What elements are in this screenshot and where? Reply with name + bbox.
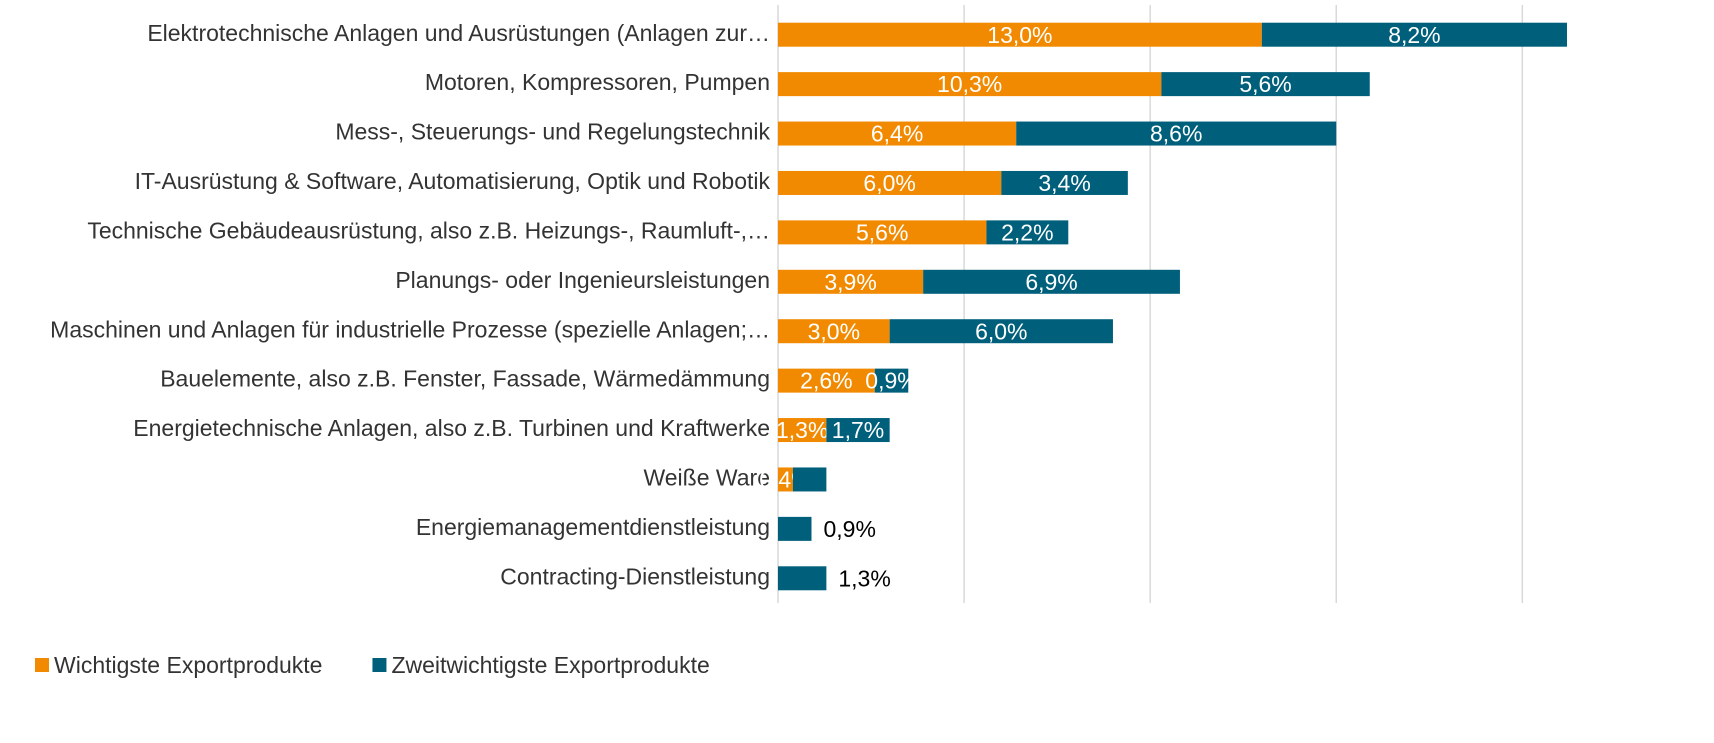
bar-segment — [778, 368, 875, 393]
data-label: 5,6% — [1239, 71, 1291, 97]
data-label: 3,0% — [808, 318, 860, 344]
bar-segment — [778, 319, 890, 344]
data-label: 6,0% — [863, 170, 915, 196]
bar-segment — [874, 368, 909, 393]
data-label: 2,6% — [800, 368, 852, 394]
bar-segment — [1161, 72, 1370, 97]
category-label: Technische Gebäudeausrüstung, also z.B. … — [87, 217, 770, 243]
data-label: 3,9% — [824, 269, 876, 295]
bar-segment — [778, 467, 793, 492]
bar-segment — [1001, 170, 1128, 195]
bar-segment — [1261, 22, 1567, 47]
category-label: Elektrotechnische Anlagen und Ausrüstung… — [147, 20, 770, 46]
bar-segment — [778, 418, 827, 443]
bar-segment — [1016, 121, 1337, 146]
data-label: 3,4% — [1038, 170, 1090, 196]
bar-segment — [889, 319, 1113, 344]
bar-segment — [778, 566, 827, 591]
data-label: 2,2% — [1001, 219, 1053, 245]
data-label: 13,0% — [987, 22, 1052, 48]
data-label: 0,9% — [865, 368, 917, 394]
category-label: Planungs- oder Ingenieursleistungen — [395, 267, 770, 293]
bar-segment — [778, 170, 1002, 195]
category-label: Contracting-Dienstleistung — [500, 563, 770, 589]
bar-segment — [778, 121, 1017, 146]
category-label: Maschinen und Anlagen für industrielle P… — [50, 316, 770, 342]
data-label: 6,9% — [1025, 269, 1077, 295]
bar-segment — [778, 516, 812, 541]
bar-segment — [778, 220, 987, 245]
data-label: 6,4% — [871, 121, 923, 147]
legend-label: Wichtigste Exportprodukte — [54, 652, 322, 678]
bar-segment — [792, 467, 827, 492]
data-label: 1,3% — [838, 565, 890, 591]
data-label: 6,0% — [975, 318, 1027, 344]
category-label: Energietechnische Anlagen, also z.B. Tur… — [133, 415, 770, 441]
category-label: Energiemanagementdienstleistung — [416, 514, 770, 540]
category-label: IT-Ausrüstung & Software, Automatisierun… — [135, 168, 771, 194]
category-label: Motoren, Kompressoren, Pumpen — [425, 69, 770, 95]
data-label: 1,3% — [776, 417, 828, 443]
bar-segment — [986, 220, 1069, 245]
legend-swatch — [35, 658, 49, 672]
category-label: Bauelemente, also z.B. Fenster, Fassade,… — [160, 366, 770, 392]
bar-segment — [778, 269, 924, 294]
legend-swatch — [372, 658, 387, 672]
data-label: 10,3% — [937, 71, 1002, 97]
bar-segment — [778, 72, 1162, 97]
data-label: 8,6% — [1150, 121, 1202, 147]
data-label: 0,9% — [823, 516, 875, 542]
data-label: 8,2% — [1388, 22, 1440, 48]
legend-label: Zweitwichtigste Exportprodukte — [391, 652, 709, 678]
bar-segment — [923, 269, 1180, 294]
data-label: 1,7% — [832, 417, 884, 443]
category-label: Weiße Ware — [643, 465, 770, 491]
bar-segment — [826, 418, 890, 443]
category-label: Mess-, Steuerungs- und Regelungstechnik — [335, 119, 770, 145]
bar-segment — [778, 22, 1262, 47]
data-label: 5,6% — [856, 219, 908, 245]
